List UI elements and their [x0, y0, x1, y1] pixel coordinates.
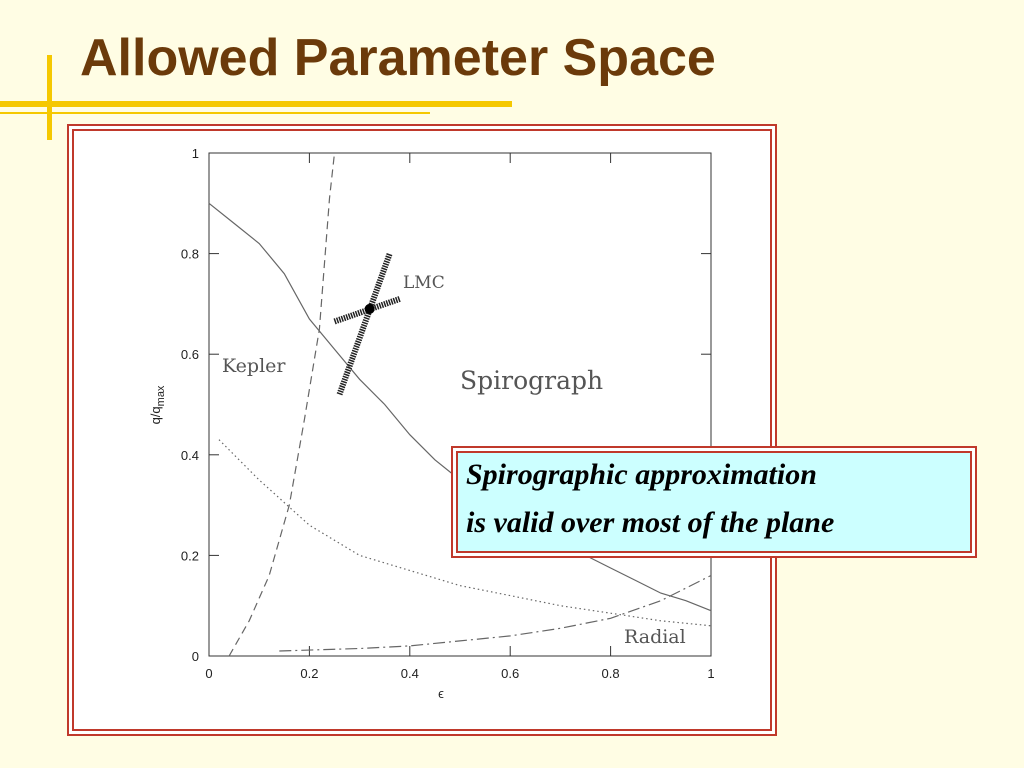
x-tick-label: 0.2: [300, 666, 318, 681]
x-tick-label: 0.4: [401, 666, 419, 681]
y-tick-label: 0: [192, 649, 199, 664]
y-tick-label: 0.4: [181, 448, 199, 463]
y-axis-label-sub: max: [155, 385, 167, 406]
callout-box: [456, 451, 972, 553]
curve: [333, 296, 401, 325]
decor-vertical: [47, 55, 52, 140]
curve: [279, 574, 712, 652]
x-tick-label: 0: [205, 666, 212, 681]
annotation: Radial: [624, 626, 686, 648]
point: [364, 303, 375, 314]
y-tick-label: 0.6: [181, 347, 199, 362]
x-tick-label: 0.8: [602, 666, 620, 681]
y-tick-label: 0.8: [181, 247, 199, 262]
y-axis-label: q/qmax: [148, 385, 167, 424]
x-axis-label: ϵ: [438, 686, 444, 701]
decor-line: [0, 112, 430, 114]
plot-box: [208, 152, 712, 657]
annotation: Kepler: [222, 355, 286, 377]
y-tick-label: 1: [192, 146, 199, 161]
annotation: Spirograph: [460, 366, 603, 395]
callout-text: Spirographic approximation: [466, 458, 817, 491]
y-tick-label: 0.2: [181, 548, 199, 563]
plot: 0 0.2 0.4 0.6 0.8 1 0 0.2 0.4 0.6 0.8 1 Kepler LMC Spi…: [181, 146, 715, 681]
decor-bar: [0, 101, 512, 107]
slide-title: Allowed Parameter Space: [80, 29, 716, 87]
x-tick-label: 0.6: [501, 666, 519, 681]
annotation: LMC: [403, 273, 445, 293]
figure-frame-inner: [72, 129, 772, 731]
callout-text: is valid over most of the plane: [466, 506, 834, 539]
y-axis-label-main: q/q: [148, 406, 163, 424]
x-tick-label: 1: [707, 666, 714, 681]
